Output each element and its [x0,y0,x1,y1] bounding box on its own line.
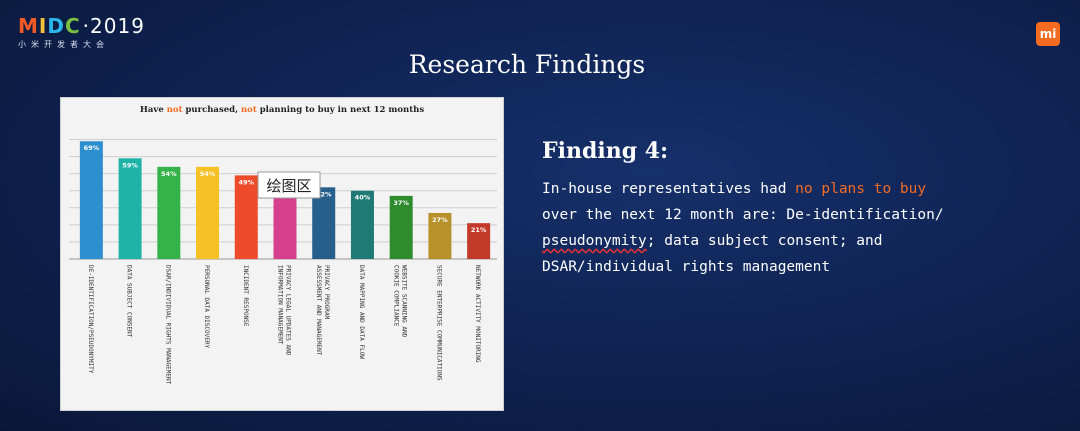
finding-text-intro: In-house representatives had [542,181,796,197]
bar [312,187,336,259]
finding-text: In-house representatives had no plans to… [542,176,962,280]
chart-title: Have not purchased, not planning to buy … [140,105,424,115]
category-label: NETWORK ACTIVITY MONITORING [474,265,481,363]
overlay-label: 绘图区 [266,177,311,195]
bar [389,195,413,259]
bar-data-label: 49% [238,178,254,186]
category-label: PRIVACY LEGAL UPDATES AND [285,265,292,356]
overlay-label-box [257,171,321,199]
logo-letter-d: D [47,14,65,38]
bar [196,166,220,259]
bar-data-label: 21% [471,226,487,234]
midc-logo-wordmark: M I D C ·2019 [18,14,145,38]
bar [79,141,103,259]
category-label: DE-IDENTIFICATION/PSEUDONYMITY [87,265,94,374]
bar [467,223,491,259]
finding-text-end: ; data subject consent; and DSAR/individ… [542,233,883,275]
bar [350,190,374,259]
chart-title-part: not [241,105,257,115]
category-label-group: PERSONAL DATA DISCOVERY [203,265,210,348]
bar-data-label: 54% [161,170,177,178]
bar-data-label: 54% [200,170,216,178]
finding-text-middle: over the next 12 month are: De-identific… [542,207,944,223]
bar [273,182,297,259]
category-label-group: NETWORK ACTIVITY MONITORING [474,265,481,363]
finding-highlight: no plans to buy [795,181,927,197]
category-label-group: SECURE ENTERPRISE COMMUNICATIONS [435,265,442,381]
bar [428,212,452,259]
category-label: COOKIE COMPLIANCE [393,265,400,327]
chart-panel: Have not purchased, not planning to buy … [60,97,504,411]
category-label: SECURE ENTERPRISE COMMUNICATIONS [435,265,442,381]
bar-data-label: 59% [122,161,138,169]
bar-data-label: 27% [432,216,448,224]
logo-letter-c: C [64,14,81,38]
chart-title-part: not [167,105,183,115]
mi-logo-icon: mi [1036,22,1060,46]
bar [234,175,258,259]
logo-year: ·2019 [82,14,145,38]
chart-title-part: purchased, [183,105,241,115]
bar-chart: Have not purchased, not planning to buy … [69,105,497,385]
chart-title-part: Have [140,105,167,115]
bar-data-label: 40% [355,194,371,202]
slide-title: Research Findings [408,50,646,79]
category-label-group: DATA SUBJECT CONSENT [126,265,133,338]
category-label-group: DATA MAPPING AND DATA FLOW [358,265,365,359]
category-label: ASSESSMENT AND MANAGEMENT [315,265,322,356]
bar-data-label: 37% [393,199,409,207]
logo-subtitle: 小米开发者大会 [18,40,109,49]
category-label: DATA SUBJECT CONSENT [126,265,133,338]
category-label: INCIDENT RESPONSE [242,265,249,327]
category-label: DATA MAPPING AND DATA FLOW [358,265,365,359]
category-label: INFORMATION MANAGEMENT [277,265,284,345]
bar [157,166,181,259]
logo-letter-i: I [38,14,48,38]
midc-logo: M I D C ·2019 小米开发者大会 [18,14,145,50]
finding-underlined-term: pseudonymity [542,233,647,249]
finding-title: Finding 4: [542,138,669,164]
category-label-group: INCIDENT RESPONSE [242,265,249,327]
category-label: WEBSITE SCANNING AND [401,265,408,338]
bar [118,158,142,259]
logo-letter-m: M [18,14,39,38]
chart-title-part: planning to buy in next 12 months [257,105,425,115]
category-label-group: DE-IDENTIFICATION/PSEUDONYMITY [87,265,94,374]
bar-data-label: 69% [84,144,100,152]
category-label: DSAR/INDIVIDUAL RIGHTS MANAGEMENT [164,265,171,385]
category-label: PRIVACY PROGRAM [323,265,330,320]
bar-data-label: 42% [316,190,332,198]
category-label-group: DSAR/INDIVIDUAL RIGHTS MANAGEMENT [164,265,171,385]
category-label: PERSONAL DATA DISCOVERY [203,265,210,348]
